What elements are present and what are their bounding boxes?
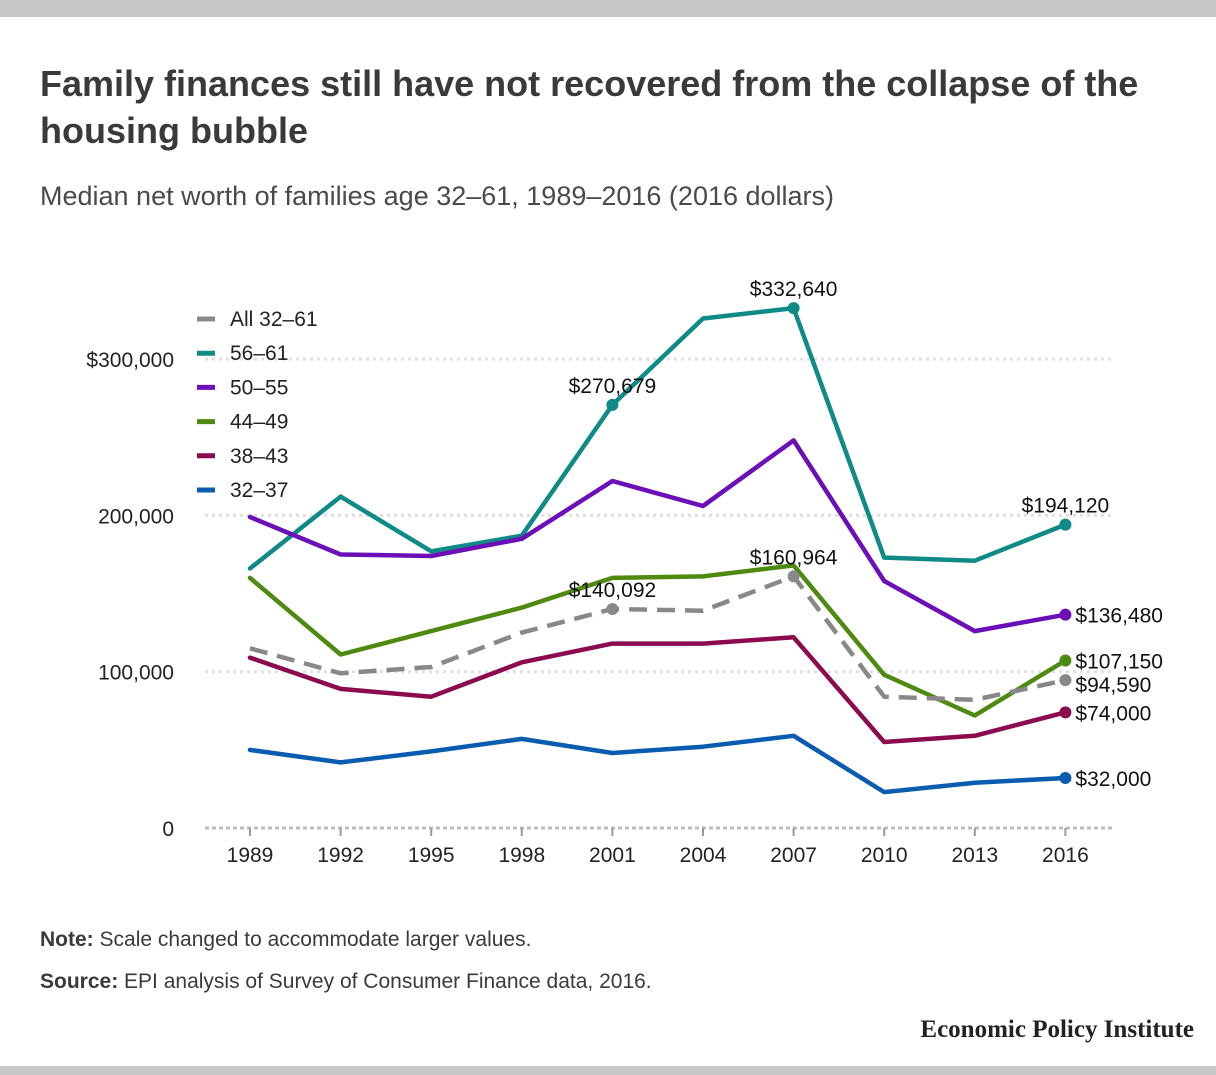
legend-label: 38–43: [230, 445, 288, 468]
series-line: [247, 563, 1068, 718]
data-point-marker: [1059, 674, 1072, 687]
x-tick-label: 1989: [227, 844, 274, 867]
legend-label: All 32–61: [230, 308, 318, 331]
x-tick-label: 2010: [861, 844, 908, 867]
data-label: $332,640: [750, 278, 838, 301]
chart-subtitle: Median net worth of families age 32–61, …: [40, 181, 835, 211]
data-label: $94,590: [1075, 674, 1151, 697]
y-tick-label: 200,000: [98, 505, 174, 528]
y-tick-label: 0: [162, 818, 174, 841]
chart-title: Family finances still have not recovered…: [40, 63, 1139, 151]
data-label: $140,092: [569, 579, 657, 602]
x-tick-label: 2007: [770, 844, 817, 867]
data-point-marker: [787, 570, 800, 583]
data-label: $160,964: [750, 546, 838, 569]
legend: All 32–61 56–61 50–55 44–49 38–43 32–37: [197, 308, 318, 502]
data-point-marker: [1059, 608, 1072, 621]
data-point-marker: [1059, 771, 1072, 784]
chart-note: Note: Scale changed to accommodate large…: [40, 926, 1160, 954]
data-label: $194,120: [1022, 495, 1110, 518]
y-tick-label: 100,000: [98, 662, 174, 685]
data-point-marker: [1059, 518, 1072, 531]
legend-label: 50–55: [230, 376, 288, 399]
data-point-marker: [606, 398, 619, 411]
gridlines: [205, 357, 1112, 674]
x-tick-label: 1998: [498, 844, 545, 867]
legend-label: 56–61: [230, 342, 288, 365]
x-tick-label: 2001: [589, 844, 636, 867]
axes: 0 100,000 200,000 $300,000 1989 1992 1995 1998 2…: [86, 349, 1112, 867]
series-lines: [247, 302, 1072, 795]
bottom-band: [0, 1066, 1216, 1075]
chart-source: Source: EPI analysis of Survey of Consum…: [40, 968, 1160, 996]
series-line: [247, 635, 1068, 745]
source-label: Source:: [40, 970, 119, 993]
series-line: [247, 305, 1068, 571]
series-line: [249, 574, 1066, 703]
source-text: EPI analysis of Survey of Consumer Finan…: [118, 970, 652, 993]
data-label: $107,150: [1075, 651, 1163, 674]
note-label: Note:: [40, 928, 94, 951]
data-point-marker: [787, 302, 800, 315]
brand-wordmark: Economic Policy Institute: [920, 1016, 1194, 1043]
series-line: [247, 733, 1068, 795]
x-tick-label: 2013: [951, 844, 998, 867]
data-point-marker: [1059, 706, 1072, 719]
legend-label: 44–49: [230, 411, 288, 434]
data-point-marker: [1059, 654, 1072, 667]
note-text: Scale changed to accommodate larger valu…: [93, 928, 532, 951]
y-tick-label: $300,000: [86, 349, 174, 372]
legend-label: 32–37: [230, 479, 288, 502]
series-line: [247, 438, 1068, 634]
data-point-marker: [606, 603, 619, 616]
top-band: [0, 0, 1216, 17]
data-labels: $140,092 $160,964 $94,590 $270,679 $332,640 $…: [569, 278, 1163, 791]
x-tick-label: 2004: [680, 844, 727, 867]
x-tick-label: 1995: [408, 844, 455, 867]
data-label: $270,679: [569, 375, 657, 398]
x-tick-label: 1992: [317, 844, 364, 867]
data-label: $32,000: [1075, 768, 1151, 791]
data-label: $136,480: [1075, 605, 1163, 628]
x-tick-label: 2016: [1042, 844, 1089, 867]
data-label: $74,000: [1075, 702, 1151, 725]
